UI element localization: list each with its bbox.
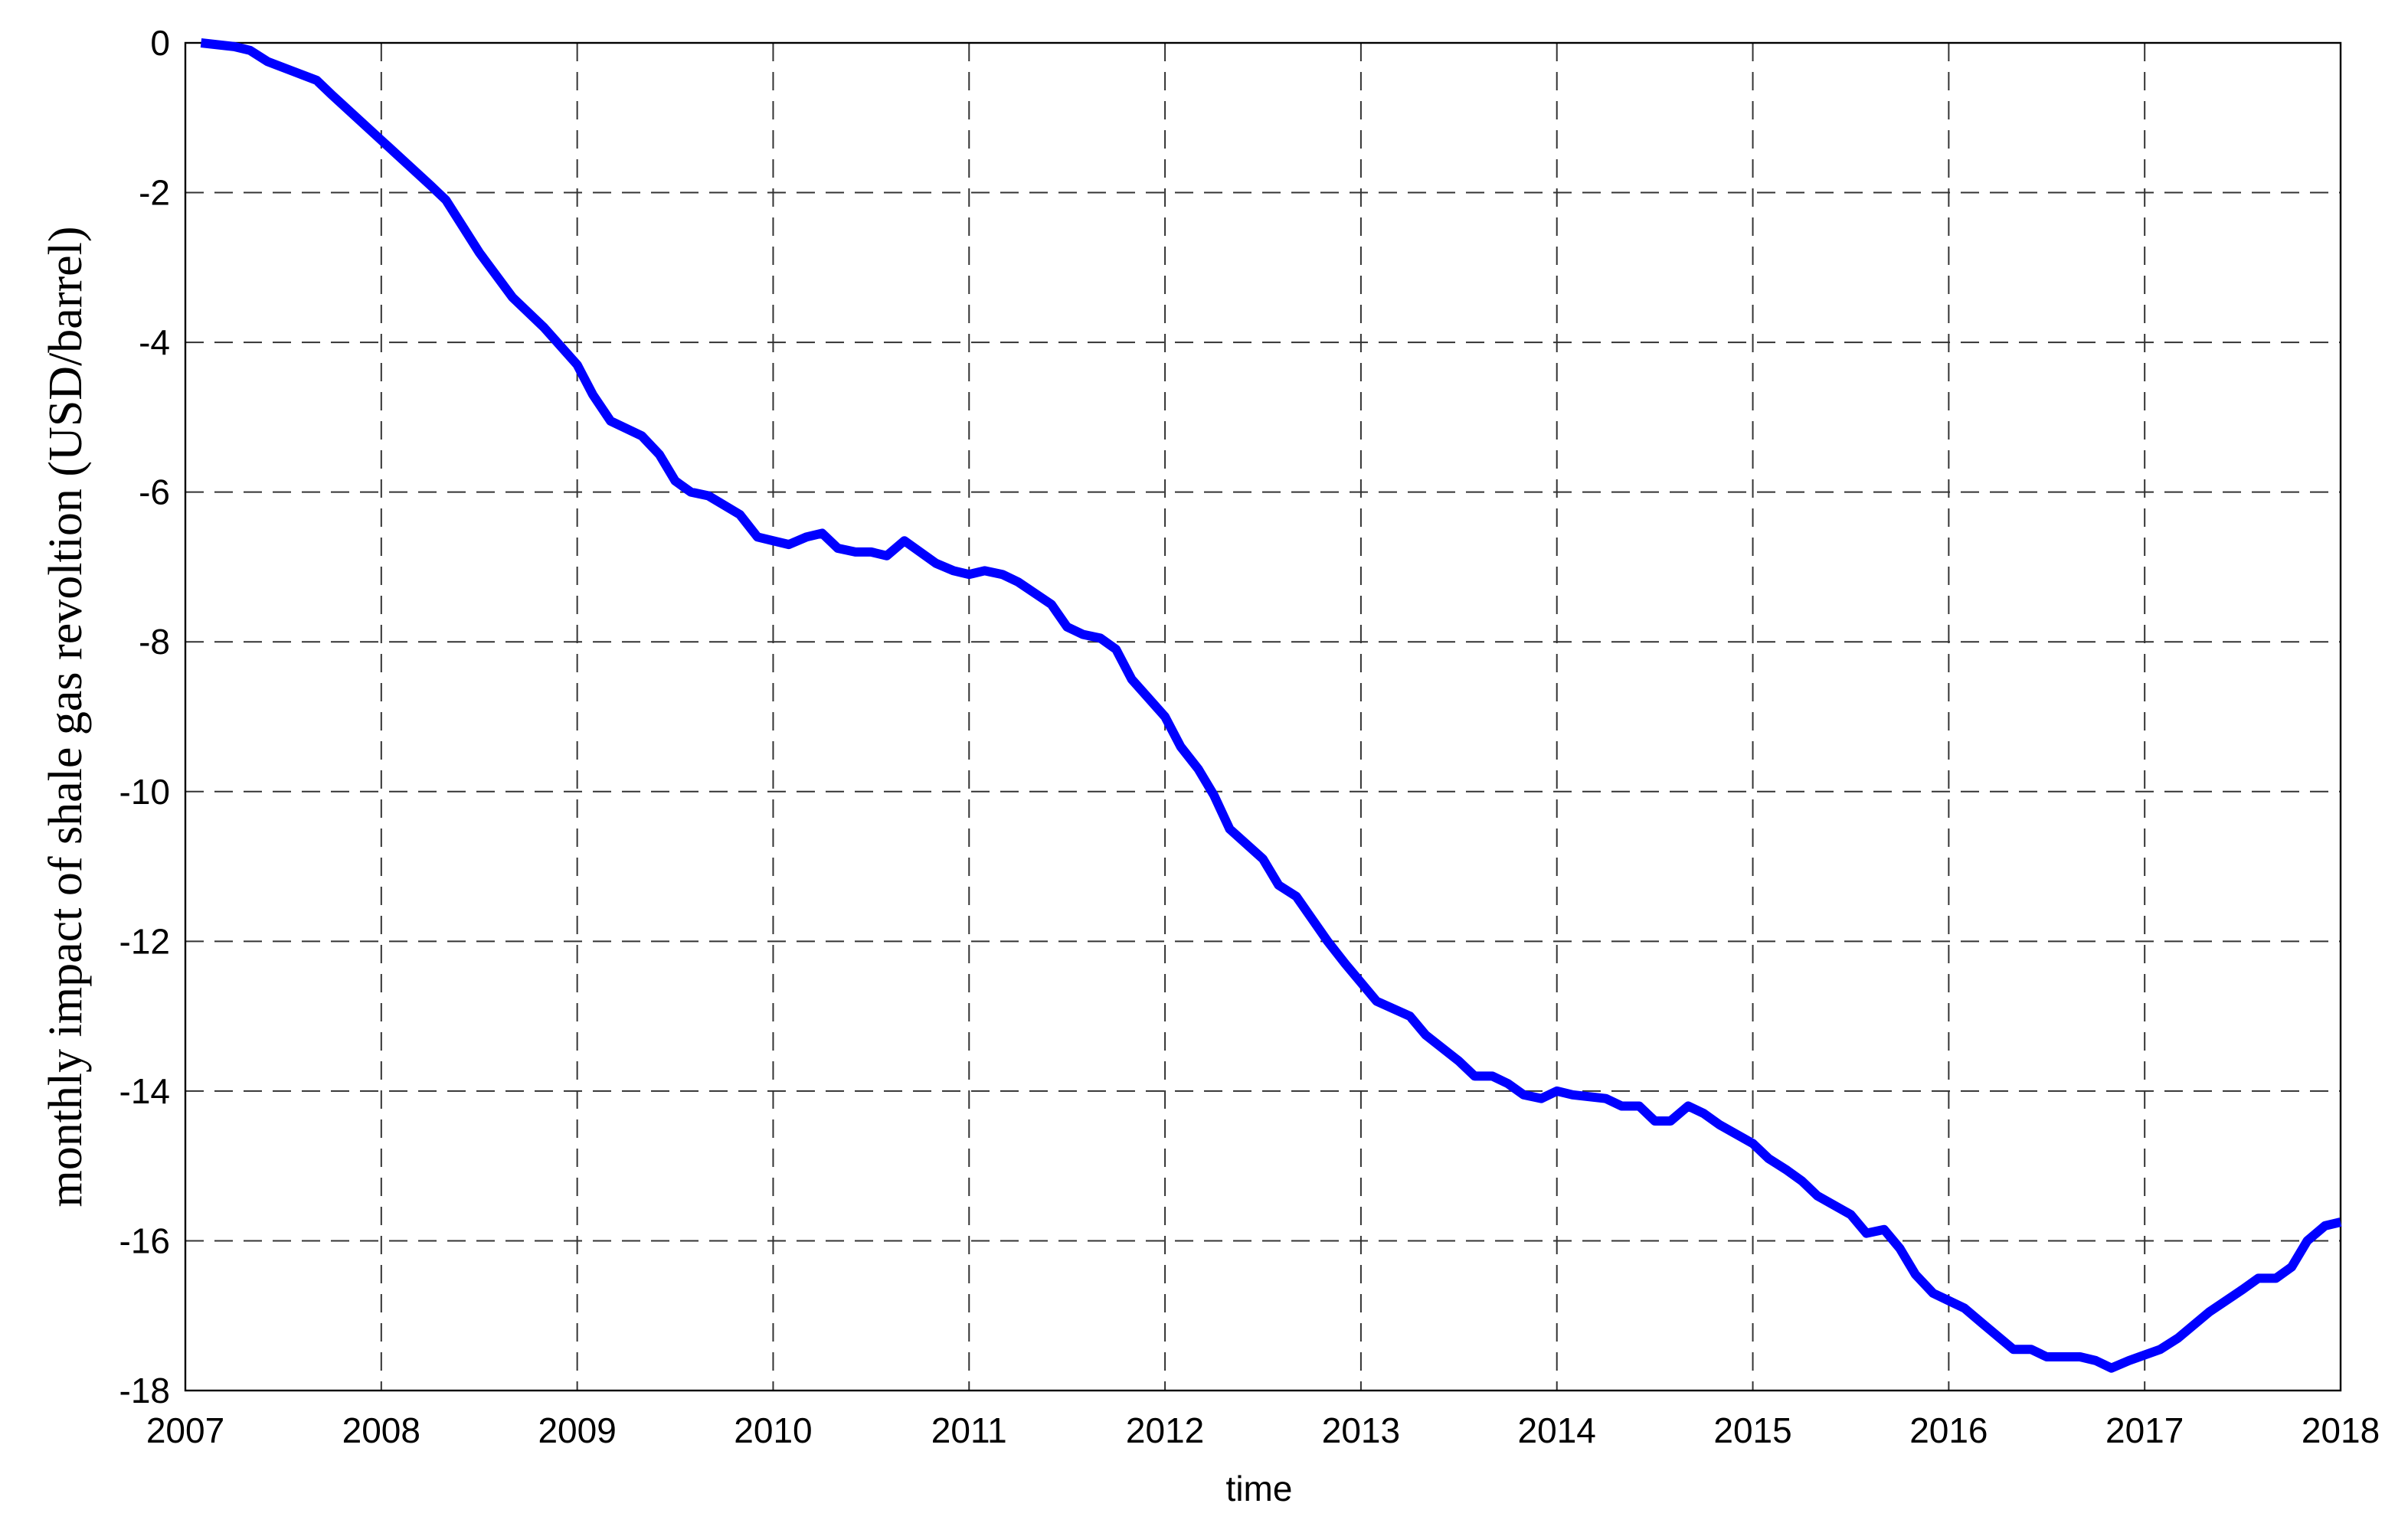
y-tick-label: 0 — [150, 23, 170, 63]
x-tick-label: 2015 — [1713, 1410, 1791, 1450]
x-tick-label: 2017 — [2105, 1410, 2184, 1450]
x-tick-label: 2018 — [2302, 1410, 2380, 1450]
y-tick-label: -4 — [139, 322, 170, 362]
x-tick-label: 2016 — [1909, 1410, 1988, 1450]
y-axis-label: monthly impact of shale gas revoltion (U… — [40, 226, 92, 1207]
y-tick-label: -2 — [139, 173, 170, 213]
x-axis-label: time — [1226, 1469, 1293, 1508]
x-tick-label: 2007 — [146, 1410, 224, 1450]
y-tick-label: -12 — [119, 921, 170, 961]
x-tick-label: 2010 — [734, 1410, 812, 1450]
x-tick-label: 2014 — [1518, 1410, 1596, 1450]
y-tick-label: -14 — [119, 1071, 170, 1111]
y-tick-label: -6 — [139, 472, 170, 512]
y-tick-label: -16 — [119, 1221, 170, 1260]
y-tick-label: -10 — [119, 772, 170, 812]
x-tick-label: 2012 — [1126, 1410, 1204, 1450]
y-tick-label: -8 — [139, 622, 170, 662]
x-tick-label: 2008 — [342, 1410, 420, 1450]
data-line — [200, 38, 2342, 1373]
y-tick-label: -18 — [119, 1371, 170, 1410]
x-tick-label: 2013 — [1322, 1410, 1400, 1450]
x-tick-label: 2009 — [538, 1410, 616, 1450]
plot-frame — [184, 41, 2342, 1392]
x-tick-label: 2011 — [931, 1410, 1007, 1450]
